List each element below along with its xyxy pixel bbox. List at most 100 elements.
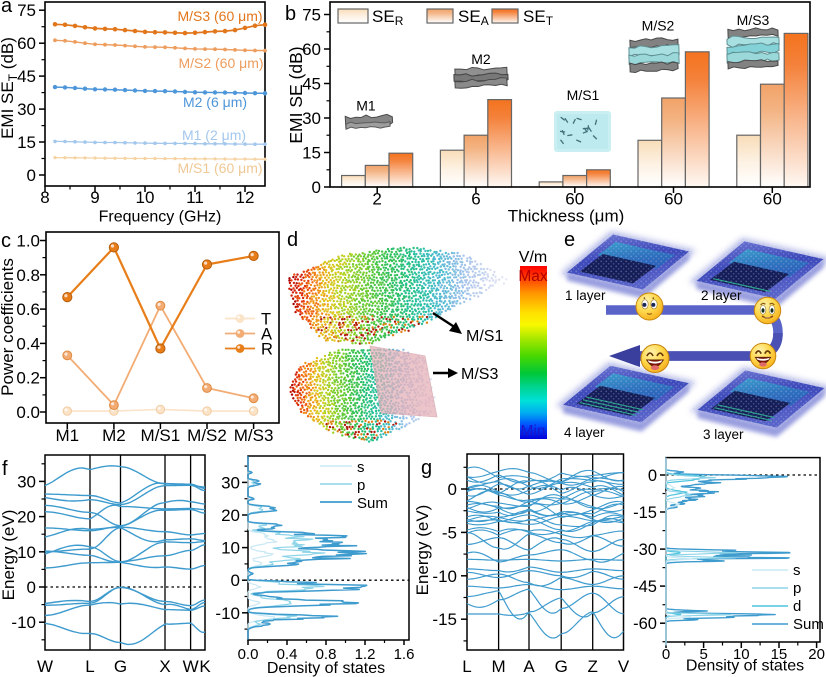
svg-text:10: 10 [221,539,240,558]
svg-text:M/S2: M/S2 [642,18,675,34]
svg-text:4 layer: 4 layer [564,425,605,440]
svg-text:10: 10 [136,188,155,207]
svg-text:20: 20 [808,646,825,663]
svg-text:s: s [357,459,365,476]
svg-text:-15: -15 [432,610,457,629]
svg-text:p: p [357,477,365,494]
svg-text:2 layer: 2 layer [701,288,742,303]
svg-text:60: 60 [565,190,584,209]
svg-text:9: 9 [90,188,99,207]
svg-text:V/m: V/m [519,249,547,266]
svg-text:30: 30 [302,109,321,128]
svg-text:Energy (eV): Energy (eV) [0,510,18,601]
svg-text:0: 0 [662,646,670,663]
svg-text:3 layer: 3 layer [703,427,744,442]
svg-text:G: G [114,657,127,676]
svg-text:X: X [159,657,170,676]
svg-text:11: 11 [186,188,204,207]
svg-text:30: 30 [221,473,240,492]
svg-text:5: 5 [699,646,707,663]
svg-text:0: 0 [648,467,657,485]
svg-text:15: 15 [17,133,36,152]
svg-text:0.4: 0.4 [277,646,298,663]
svg-text:-10: -10 [432,567,457,586]
svg-text:c: c [1,230,11,252]
svg-text:M/S1 (60 μm): M/S1 (60 μm) [177,160,262,176]
svg-text:L: L [85,657,94,676]
svg-text:0.8: 0.8 [316,646,337,663]
svg-text:s: s [793,562,801,579]
svg-text:6: 6 [471,190,480,209]
svg-text:75: 75 [17,1,36,20]
svg-text:M1: M1 [55,426,79,445]
svg-text:b: b [285,3,296,25]
svg-text:0.0: 0.0 [238,646,259,663]
svg-text:K: K [199,657,211,676]
svg-text:0: 0 [448,480,457,499]
svg-text:Sum: Sum [357,495,388,512]
svg-text:L: L [462,657,471,676]
svg-text:-5: -5 [442,523,457,542]
svg-text:d: d [287,229,298,251]
svg-text:0.8: 0.8 [16,266,40,285]
svg-text:45: 45 [17,67,36,86]
svg-text:-10: -10 [11,613,36,632]
svg-text:W: W [183,657,199,676]
svg-text:R: R [261,341,273,359]
svg-text:45: 45 [302,75,321,94]
svg-text:1.2: 1.2 [355,646,376,663]
svg-text:8: 8 [40,188,49,207]
svg-text:0.0: 0.0 [16,403,40,422]
svg-text:M/S1: M/S1 [567,87,600,103]
svg-text:Frequency (GHz): Frequency (GHz) [99,209,222,226]
svg-text:Density of states: Density of states [267,660,385,677]
svg-text:1.0: 1.0 [16,232,40,251]
svg-text:20: 20 [221,506,240,525]
svg-text:2: 2 [372,190,381,209]
svg-text:M/S3 (60 μm): M/S3 (60 μm) [177,8,262,24]
svg-text:a: a [1,0,13,17]
svg-text:10: 10 [17,543,36,562]
svg-text:60: 60 [664,190,683,209]
svg-text:M2 (6 μm): M2 (6 μm) [183,94,247,110]
svg-text:M/S1: M/S1 [141,426,181,445]
svg-text:-10: -10 [215,604,240,623]
svg-text:30: 30 [17,100,36,119]
svg-text:M1: M1 [356,98,376,114]
svg-text:60: 60 [302,40,321,59]
svg-text:12: 12 [236,188,255,207]
svg-text:-15: -15 [633,504,657,522]
svg-text:0: 0 [27,166,36,185]
svg-text:M: M [492,657,506,676]
svg-text:M/S2 (60 μm): M/S2 (60 μm) [178,55,263,71]
svg-text:T: T [261,311,271,329]
svg-text:1 layer: 1 layer [565,288,606,303]
svg-text:0.6: 0.6 [16,300,40,319]
svg-text:f: f [2,458,8,480]
svg-text:M2: M2 [471,51,491,67]
svg-text:p: p [793,580,801,597]
svg-text:Sum: Sum [793,616,824,633]
svg-text:g: g [421,457,432,479]
svg-text:Max: Max [518,268,548,285]
svg-text:W: W [37,657,53,676]
svg-text:1.6: 1.6 [394,646,415,663]
svg-text:M/S3: M/S3 [737,12,770,28]
svg-text:G: G [555,657,568,676]
svg-text:60: 60 [763,190,782,209]
svg-text:0.4: 0.4 [16,334,40,353]
svg-text:A: A [523,657,535,676]
svg-text:M/S1: M/S1 [466,328,503,345]
svg-text:M1 (2 μm): M1 (2 μm) [182,127,246,143]
svg-text:-60: -60 [633,615,657,633]
svg-text:-30: -30 [633,541,657,559]
svg-text:0: 0 [231,571,240,590]
svg-text:e: e [564,229,575,251]
svg-text:60: 60 [17,34,36,53]
svg-text:A: A [261,326,272,344]
svg-text:0.2: 0.2 [16,369,40,388]
svg-text:Min: Min [521,423,546,440]
svg-text:10: 10 [733,646,750,663]
svg-text:EMI SE (dB): EMI SE (dB) [286,46,306,143]
svg-text:M/S2: M/S2 [187,426,227,445]
